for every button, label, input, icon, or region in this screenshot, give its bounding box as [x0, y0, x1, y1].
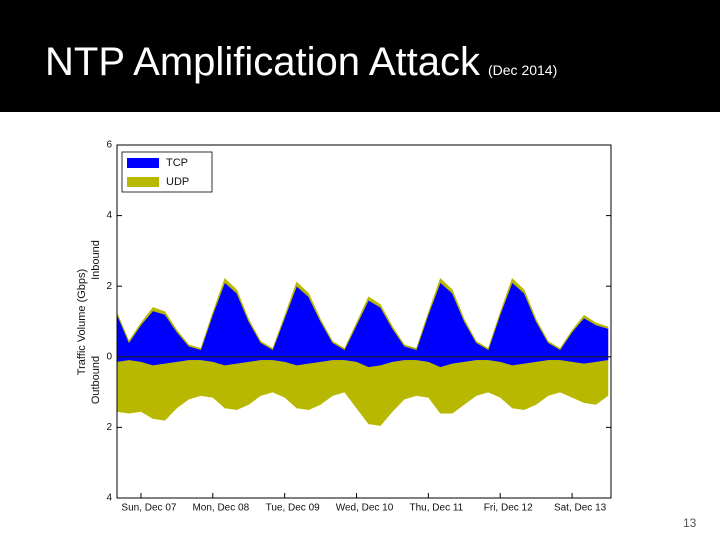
- y-axis-label: Traffic Volume (Gbps): [76, 269, 88, 375]
- x-tick-label: Thu, Dec 11: [410, 503, 464, 514]
- y-tick-label: 4: [106, 210, 112, 221]
- x-tick-label: Fri, Dec 12: [484, 503, 533, 514]
- x-tick-label: Sun, Dec 07: [121, 503, 176, 514]
- legend-label: TCP: [166, 157, 188, 169]
- y-tick-label: 2: [106, 281, 112, 292]
- y-tick-label: 6: [106, 140, 112, 151]
- x-tick-label: Tue, Dec 09: [266, 503, 321, 514]
- subtitle: (Dec 2014): [488, 62, 558, 78]
- legend-swatch: [127, 177, 159, 187]
- plot-frame: [116, 144, 612, 499]
- y-tick-label: 0: [106, 351, 112, 362]
- title: NTP Amplification Attack: [45, 40, 480, 84]
- y-axis-label-bottom: Outbound: [90, 356, 102, 404]
- y-axis-label-top: Inbound: [90, 240, 102, 280]
- area-outbound: [116, 360, 609, 426]
- legend-label: UDP: [166, 176, 189, 188]
- y-tick-label: 2: [106, 422, 112, 433]
- x-tick-label: Sat, Dec 13: [554, 503, 607, 514]
- header: NTP Amplification Attack (Dec 2014): [0, 0, 720, 112]
- x-tick-label: Wed, Dec 10: [336, 503, 394, 514]
- y-tick-label: 4: [106, 493, 112, 504]
- area-inbound: [116, 277, 609, 351]
- x-tick-label: Mon, Dec 08: [192, 503, 249, 514]
- legend-swatch: [127, 158, 159, 168]
- page-number: 13: [683, 516, 697, 530]
- title-line: NTP Amplification Attack (Dec 2014): [45, 40, 557, 85]
